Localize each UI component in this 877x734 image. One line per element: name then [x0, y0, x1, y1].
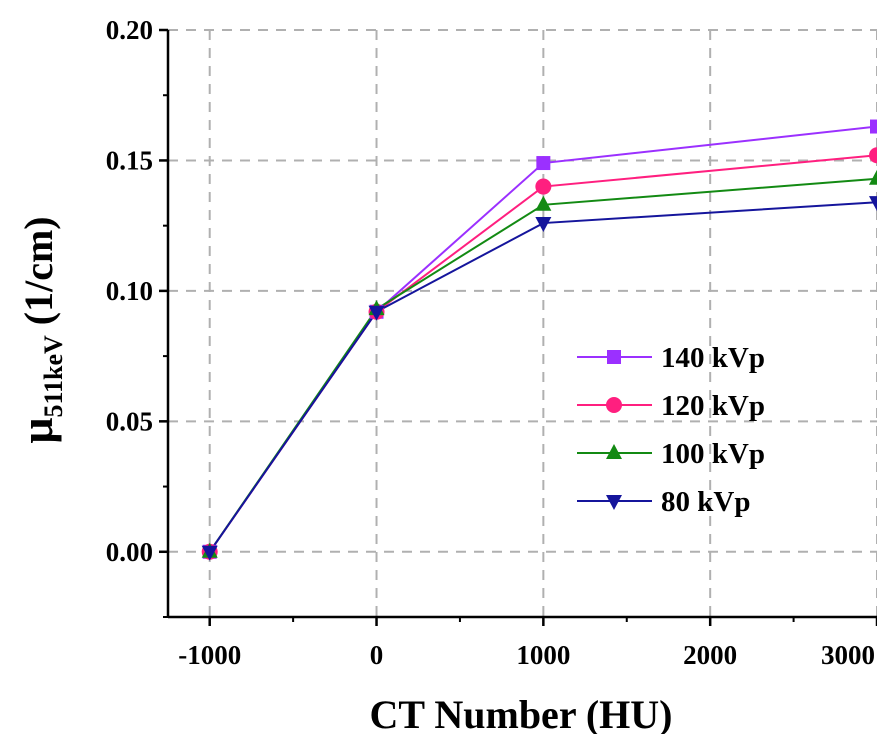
legend-marker — [607, 350, 621, 364]
x-axis-title: CT Number (HU) — [370, 692, 673, 734]
y-tick-label: 0.00 — [106, 537, 153, 567]
data-point — [869, 196, 877, 212]
legend-label: 100 kVp — [661, 438, 765, 470]
legend-marker — [606, 397, 622, 413]
series-lines — [208, 125, 877, 553]
x-tick-label: 2000 — [683, 640, 737, 670]
y-tick-label: 0.15 — [106, 145, 153, 175]
series-markers — [201, 119, 877, 561]
x-tick-label: 0 — [370, 640, 384, 670]
y-axis-symbol: μ — [11, 418, 62, 444]
y-tick-label: 0.10 — [106, 276, 153, 306]
data-point — [368, 305, 385, 321]
legend-marker — [606, 495, 622, 510]
legend-label: 80 kVp — [661, 486, 750, 518]
tick-labels: -1000 0 1000 2000 3000 0.00 0.05 0.10 0.15 0.20 — [106, 15, 875, 670]
x-tick-label: 3000 — [821, 640, 875, 670]
data-point — [535, 217, 552, 233]
y-tick-label: 0.05 — [106, 406, 153, 436]
legend: 140 kVp 120 kVp 100 kVp 80 kVp — [577, 342, 765, 518]
data-point — [535, 195, 552, 211]
data-point — [535, 178, 552, 195]
grid-lines — [168, 29, 877, 617]
data-point — [870, 119, 877, 134]
y-tick-label: 0.20 — [106, 15, 153, 45]
data-point — [869, 169, 877, 185]
y-axis-unit: (1/cm) — [16, 216, 61, 335]
data-point — [201, 545, 218, 561]
legend-label: 120 kVp — [661, 390, 765, 422]
legend-label: 140 kVp — [661, 342, 765, 374]
x-tick-label: 1000 — [516, 640, 570, 670]
legend-marker — [606, 444, 622, 459]
data-point — [536, 156, 551, 171]
y-axis-title: μ511keV (1/cm) — [11, 216, 68, 443]
axis-ticks — [159, 28, 877, 626]
x-tick-label: -1000 — [178, 640, 241, 670]
y-axis-subscript: 511keV — [39, 335, 68, 418]
axes — [166, 30, 877, 619]
data-point — [869, 147, 877, 164]
series-line — [208, 201, 877, 553]
